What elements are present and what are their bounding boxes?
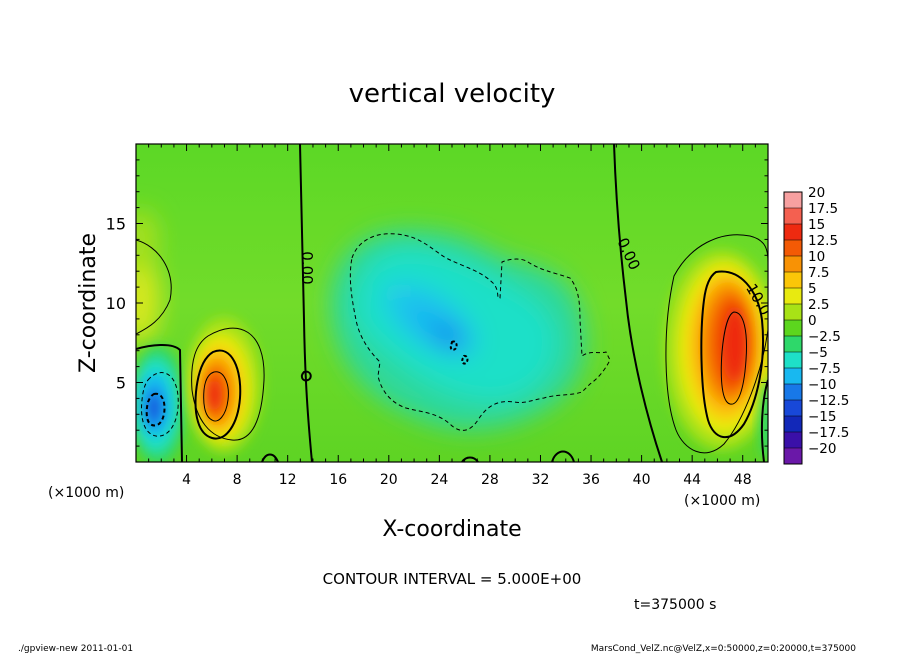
y-tick-label: 15: [106, 215, 126, 234]
footer-left: ./gpview-new 2011-01-01: [18, 644, 133, 654]
zero-contour-blob: [300, 370, 312, 382]
contour-plus15-right: [720, 311, 747, 405]
zero-contour-left: [136, 344, 183, 462]
colorbar-label: 5: [808, 281, 817, 297]
colorbar-cell: [784, 368, 802, 384]
zero-contour-center-right: [613, 144, 663, 462]
colorbar-cell: [784, 448, 802, 464]
colorbar-cell: [784, 272, 802, 288]
x-tick-label: 24: [430, 472, 448, 488]
x-axis-label: X-coordinate: [382, 517, 521, 542]
y-ticks: 5 10 15: [106, 159, 768, 447]
colorbar: 2017.51512.5107.552.50−2.5−5−7.5−10−12.5…: [783, 185, 849, 465]
x-tick-label: 4: [182, 472, 191, 488]
plot-area: 0.00 0.00 10.0: [136, 144, 768, 462]
contour-plus5-upper-left: [136, 239, 172, 335]
zero-contour-center-left: [299, 144, 313, 462]
y-tick-label: 10: [106, 294, 126, 313]
x-tick-label: 20: [380, 472, 398, 488]
field-left-downdraft: [136, 345, 186, 462]
colorbar-cell: [784, 416, 802, 432]
colorbar-cell: [784, 432, 802, 448]
y-tick-label: 5: [116, 374, 126, 393]
colorbar-cell: [784, 208, 802, 224]
x-tick-label: 40: [633, 472, 651, 488]
field-upper-left-positive: [136, 210, 160, 345]
colorbar-label: −12.5: [808, 393, 849, 409]
x-tick-label: 32: [532, 472, 550, 488]
x-tick-label: 48: [734, 472, 752, 488]
colorbar-cell: [784, 240, 802, 256]
x-tick-label: 28: [481, 472, 499, 488]
contour-minus10-center: [449, 340, 469, 365]
contour-plus10-left: [194, 349, 242, 440]
colorbar-cell: [784, 224, 802, 240]
colorbar-cell: [784, 320, 802, 336]
colorbar-cell: [784, 304, 802, 320]
colorbar-label: 0: [808, 313, 817, 329]
x-tick-label: 8: [233, 472, 242, 488]
colorbar-label: −17.5: [808, 425, 849, 441]
contour-minus5-center: [349, 233, 611, 431]
colorbar-label: 7.5: [808, 265, 829, 281]
contour-lines: [136, 144, 768, 462]
contour-plus10-right: [700, 270, 765, 438]
x-tick-label: 16: [329, 472, 347, 488]
colorbar-label: −5: [808, 345, 828, 361]
contour-plus5-left: [191, 327, 265, 441]
colorbar-cell: [784, 400, 802, 416]
colorbar-label: 17.5: [808, 201, 838, 217]
field-left-updraft: [186, 317, 262, 453]
colorbar-label: 20: [808, 185, 825, 201]
time-text: t=375000 s: [634, 597, 716, 613]
zero-contour-bottom-1: [261, 453, 279, 462]
colorbar-label: 15: [808, 217, 825, 233]
x-ticks: 4 8 12 16 20 24 28 32 36 40 44 48: [148, 144, 756, 488]
field-right-updraft: [664, 250, 768, 450]
colorbar-cell: [784, 256, 802, 272]
contour-plus15-left: [203, 371, 229, 422]
x-unit-left: (×1000 m): [48, 485, 124, 501]
colorbar-cell: [784, 192, 802, 208]
field-central-downdraft: [330, 229, 586, 431]
contour-interval-text: CONTOUR INTERVAL = 5.000E+00: [323, 570, 582, 588]
x-tick-label: 12: [279, 472, 297, 488]
footer-right: MarsCond_VelZ.nc@VelZ,x=0:50000,z=0:2000…: [591, 644, 856, 654]
colorbar-cell: [784, 288, 802, 304]
zero-contour-right-edge: [760, 379, 768, 462]
colorbar-label: 10: [808, 249, 825, 265]
colorbar-label: −7.5: [808, 361, 841, 377]
colorbar-cell: [784, 352, 802, 368]
colorbar-label: 12.5: [808, 233, 838, 249]
colorbar-label: −2.5: [808, 329, 841, 345]
y-axis-label: Z-coordinate: [76, 233, 101, 373]
colorbar-label: −20: [808, 441, 837, 457]
colorbar-frame: [783, 191, 803, 465]
contour-plus5-right: [665, 234, 768, 454]
colorbar-label: −15: [808, 409, 837, 425]
colorbar-label: 2.5: [808, 297, 829, 313]
colorbar-cell: [784, 336, 802, 352]
x-tick-label: 36: [582, 472, 600, 488]
chart-title: vertical velocity: [349, 79, 556, 109]
contour-minus10-left: [145, 392, 166, 427]
colorbar-label: −10: [808, 377, 837, 393]
contour-label-zero-left: 0.00: [298, 251, 316, 284]
colorbar-cell: [784, 384, 802, 400]
x-tick-label: 44: [683, 472, 701, 488]
x-unit-right: (×1000 m): [684, 493, 760, 509]
contour-minus5-left: [141, 372, 179, 437]
